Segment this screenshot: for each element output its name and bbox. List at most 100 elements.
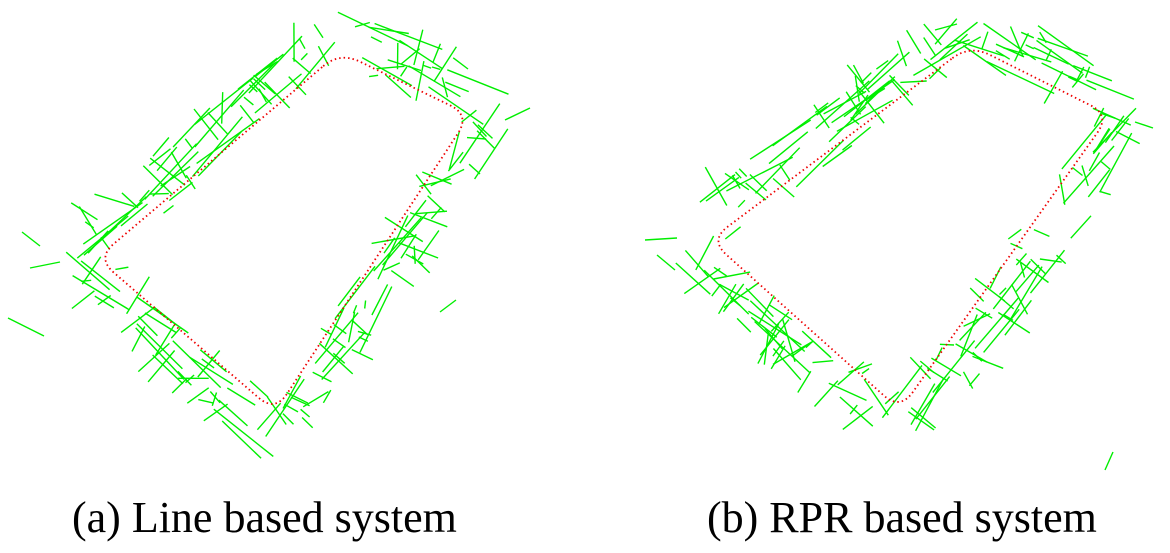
landmark-line xyxy=(135,327,185,380)
landmark-line xyxy=(184,138,193,149)
landmark-line xyxy=(923,37,936,56)
landmark-line xyxy=(1036,39,1083,74)
landmark-line xyxy=(722,283,745,313)
landmark-line xyxy=(656,254,676,271)
landmark-line xyxy=(371,235,416,245)
landmark-line xyxy=(848,363,873,373)
landmark-line xyxy=(191,116,243,178)
landmark-line xyxy=(172,340,222,389)
landmark-line xyxy=(448,131,460,170)
landmark-line xyxy=(1015,253,1028,266)
landmark-line xyxy=(981,31,989,50)
landmark-line xyxy=(78,206,97,235)
figure-caption-a: (a) Line based system xyxy=(72,493,457,542)
landmark-line xyxy=(313,24,324,39)
landmark-line xyxy=(351,348,374,361)
landmark-line xyxy=(29,261,61,269)
landmark-line xyxy=(1002,46,1052,63)
landmark-line xyxy=(890,79,914,106)
landmark-line xyxy=(881,364,923,419)
landmark-line xyxy=(197,131,242,177)
landmark-line xyxy=(283,403,299,413)
landmark-line xyxy=(842,405,874,430)
trajectory-path xyxy=(717,49,1104,403)
landmark-line xyxy=(1100,161,1111,171)
landmark-line xyxy=(186,387,210,404)
landmark-line xyxy=(998,295,1015,310)
landmark-line xyxy=(839,396,874,427)
landmark-line xyxy=(374,22,443,51)
landmark-line xyxy=(357,330,372,336)
landmark-line xyxy=(939,33,968,61)
landmark-line xyxy=(813,380,839,407)
landmark-line xyxy=(1072,64,1113,82)
landmark-line xyxy=(474,128,509,180)
landmark-line xyxy=(433,46,457,82)
landmark-line xyxy=(711,283,722,297)
landmark-line xyxy=(770,345,786,370)
landmark-line xyxy=(816,97,841,116)
landmark-line xyxy=(370,36,383,43)
landmark-line xyxy=(972,355,1004,369)
landmark-line xyxy=(855,85,865,94)
landmark-line xyxy=(962,44,1007,76)
landmark-line xyxy=(923,23,942,46)
landmark-line xyxy=(400,66,408,77)
landmark-line xyxy=(152,151,199,197)
landmark-line xyxy=(417,230,440,261)
landmark-line xyxy=(738,168,748,177)
landmark-line xyxy=(168,181,193,202)
trajectory-line xyxy=(717,49,1104,403)
landmark-line-features xyxy=(644,18,1154,471)
landmark-line xyxy=(332,338,346,349)
landmark-line xyxy=(1056,254,1067,265)
landmark-line xyxy=(1062,145,1115,204)
landmark-line xyxy=(387,59,422,72)
landmark-line xyxy=(704,166,728,206)
landmark-line xyxy=(1015,258,1049,284)
landmark-line xyxy=(1058,174,1066,205)
landmark-line xyxy=(896,40,908,67)
landmark-line xyxy=(791,344,808,357)
landmark-line xyxy=(960,314,978,357)
landmark-line xyxy=(138,189,150,202)
landmark-line xyxy=(1101,112,1116,119)
landmark-line xyxy=(194,89,245,148)
landmark-line xyxy=(211,392,218,407)
landmark-line xyxy=(384,216,424,243)
landmark-line xyxy=(292,57,312,75)
landmark-line xyxy=(914,377,945,432)
landmark-line xyxy=(332,352,346,364)
landmark-line xyxy=(723,282,759,309)
landmark-line xyxy=(314,312,359,364)
landmark-line xyxy=(126,276,150,315)
landmark-line xyxy=(80,260,121,293)
landmark-line xyxy=(813,104,830,129)
landmark-line xyxy=(858,90,885,124)
landmark-line xyxy=(302,391,329,408)
landmark-line xyxy=(683,267,721,295)
landmark-line xyxy=(405,253,424,265)
landmark-line xyxy=(736,317,752,333)
landmark-line xyxy=(415,60,425,101)
landmark-line xyxy=(983,22,1037,61)
landmark-line xyxy=(1029,249,1066,294)
landmark-line xyxy=(254,53,284,78)
landmark-line xyxy=(189,356,234,385)
landmark-line xyxy=(382,212,428,266)
landmark-line xyxy=(934,23,958,31)
landmark-line xyxy=(1061,114,1107,170)
landmark-line xyxy=(398,242,439,259)
figure-panel-a: (a) Line based system xyxy=(7,11,531,542)
landmark-line xyxy=(432,43,442,63)
landmark-line xyxy=(884,391,900,405)
landmark-line xyxy=(248,35,303,94)
landmark-line xyxy=(1099,132,1133,193)
landmark-line xyxy=(828,382,867,402)
landmark-line xyxy=(136,323,183,370)
landmark-line xyxy=(198,398,214,404)
landmark-line xyxy=(968,373,981,387)
landmark-line xyxy=(121,192,139,209)
landmark-line xyxy=(21,231,41,247)
landmark-line xyxy=(65,251,111,291)
